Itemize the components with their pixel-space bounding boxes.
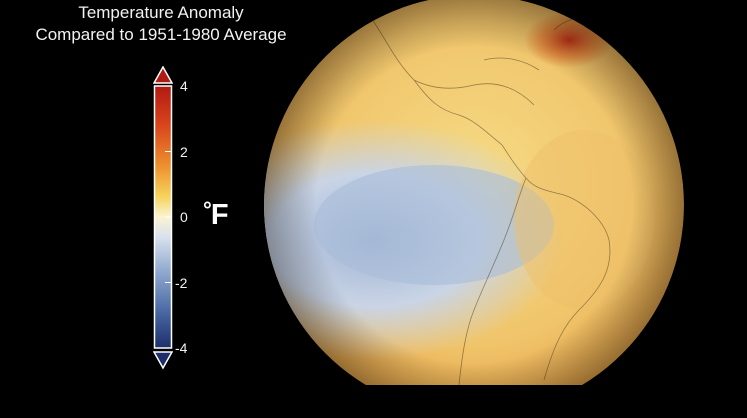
title-line-1: Temperature Anomaly [78,3,244,22]
colorbar-tick-label: -4 [175,340,188,356]
colorbar [153,66,173,370]
colorbar-tick-label: 4 [180,78,188,94]
degree-symbol: ° [203,197,212,222]
figure-title: Temperature Anomaly Compared to 1951-198… [0,2,322,46]
globe-image [264,0,684,385]
unit-letter: F [210,199,229,231]
colorbar-tick-label: 2 [180,143,188,160]
globe-shading [264,0,684,385]
colorbar-tick-label: -2 [175,274,188,291]
unit-label: °F [203,197,229,232]
colorbar-tick-label: 0 [180,209,188,225]
colorbar-min-arrow [153,351,173,370]
colorbar-max-arrow [153,66,173,84]
colorbar-tick-marks [165,85,172,349]
title-line-2: Compared to 1951-1980 Average [35,25,287,44]
